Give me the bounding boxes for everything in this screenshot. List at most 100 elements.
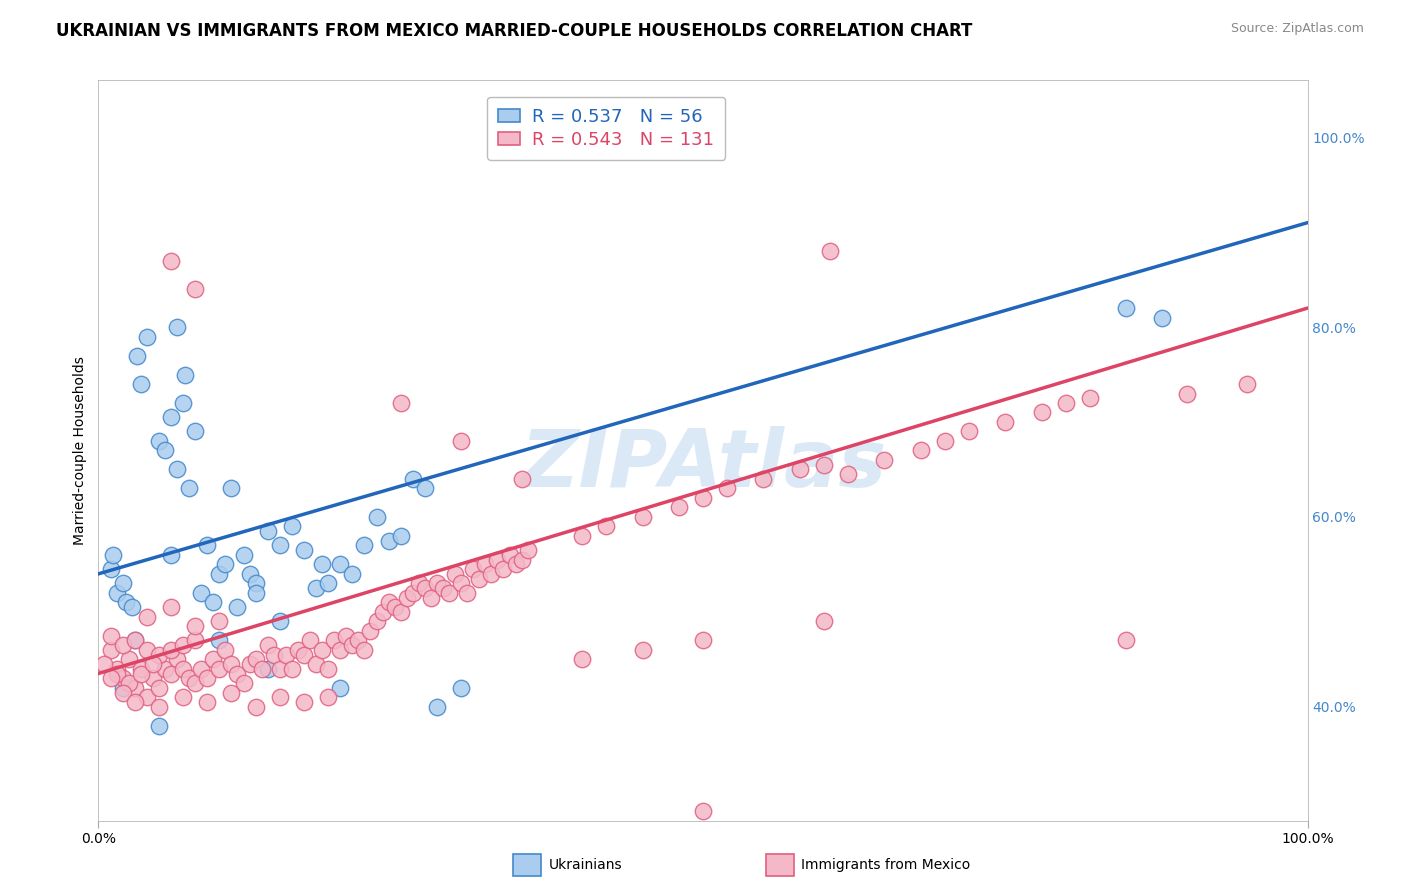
- Point: [413, 581, 436, 595]
- Point: [432, 581, 454, 595]
- Point: [335, 629, 357, 643]
- Point: [274, 648, 297, 662]
- Point: [100, 562, 122, 576]
- Point: [510, 472, 533, 486]
- Point: [1236, 377, 1258, 392]
- Point: [148, 648, 170, 662]
- Point: [142, 657, 165, 671]
- Point: [256, 524, 278, 538]
- Point: [245, 586, 267, 600]
- Point: [160, 600, 183, 615]
- Point: [311, 558, 333, 572]
- Point: [269, 538, 291, 552]
- Point: [468, 572, 491, 586]
- Point: [426, 576, 449, 591]
- Point: [692, 804, 714, 818]
- Point: [269, 690, 291, 705]
- Point: [160, 548, 183, 562]
- Point: [245, 699, 267, 714]
- Point: [789, 462, 811, 476]
- Point: [142, 671, 165, 685]
- Point: [226, 666, 249, 681]
- Point: [299, 633, 322, 648]
- Point: [172, 638, 194, 652]
- Point: [281, 662, 304, 676]
- Point: [492, 562, 515, 576]
- Point: [135, 642, 157, 657]
- Point: [111, 671, 134, 685]
- Point: [377, 533, 399, 548]
- Point: [172, 690, 194, 705]
- Point: [124, 633, 146, 648]
- Text: Source: ZipAtlas.com: Source: ZipAtlas.com: [1230, 22, 1364, 36]
- Point: [100, 671, 122, 685]
- Point: [190, 586, 212, 600]
- Point: [1031, 405, 1053, 419]
- Point: [214, 558, 236, 572]
- Point: [184, 282, 207, 296]
- Point: [105, 662, 128, 676]
- Point: [371, 605, 394, 619]
- Point: [910, 443, 932, 458]
- Text: Ukrainians: Ukrainians: [548, 858, 621, 872]
- Point: [263, 648, 285, 662]
- Point: [124, 695, 146, 709]
- Point: [1115, 633, 1137, 648]
- Point: [389, 529, 412, 543]
- Point: [160, 410, 183, 425]
- Point: [111, 576, 134, 591]
- Point: [305, 581, 328, 595]
- Point: [389, 605, 412, 619]
- Point: [269, 662, 291, 676]
- Point: [184, 676, 207, 690]
- Point: [195, 695, 218, 709]
- Point: [1078, 391, 1101, 405]
- Point: [148, 681, 170, 695]
- Point: [245, 652, 267, 666]
- Point: [179, 671, 201, 685]
- Point: [121, 600, 143, 615]
- Point: [245, 576, 267, 591]
- Point: [166, 462, 188, 476]
- Point: [752, 472, 775, 486]
- Point: [202, 595, 225, 609]
- Point: [818, 244, 841, 259]
- Point: [153, 662, 176, 676]
- Point: [450, 434, 472, 448]
- Point: [837, 467, 859, 482]
- Point: [353, 538, 375, 552]
- Point: [105, 586, 128, 600]
- Point: [692, 633, 714, 648]
- Point: [221, 482, 243, 496]
- Point: [329, 642, 352, 657]
- Point: [1115, 301, 1137, 315]
- Point: [316, 662, 339, 676]
- Point: [208, 633, 231, 648]
- Point: [510, 552, 533, 566]
- Point: [360, 624, 382, 638]
- Point: [353, 642, 375, 657]
- Point: [486, 552, 509, 566]
- Point: [153, 443, 176, 458]
- Point: [124, 681, 146, 695]
- Point: [384, 600, 406, 615]
- Text: UKRAINIAN VS IMMIGRANTS FROM MEXICO MARRIED-COUPLE HOUSEHOLDS CORRELATION CHART: UKRAINIAN VS IMMIGRANTS FROM MEXICO MARR…: [56, 22, 973, 40]
- Point: [474, 558, 496, 572]
- Legend: R = 0.537   N = 56, R = 0.543   N = 131: R = 0.537 N = 56, R = 0.543 N = 131: [488, 96, 725, 160]
- Point: [377, 595, 399, 609]
- Point: [516, 543, 538, 558]
- Point: [221, 685, 243, 699]
- Point: [190, 662, 212, 676]
- Point: [311, 642, 333, 657]
- Point: [347, 633, 370, 648]
- Point: [668, 500, 690, 515]
- Point: [498, 548, 520, 562]
- Point: [214, 642, 236, 657]
- Point: [287, 642, 309, 657]
- Point: [571, 652, 593, 666]
- Point: [172, 662, 194, 676]
- Point: [148, 719, 170, 733]
- Y-axis label: Married-couple Households: Married-couple Households: [73, 356, 87, 545]
- Point: [873, 453, 896, 467]
- Point: [166, 320, 188, 334]
